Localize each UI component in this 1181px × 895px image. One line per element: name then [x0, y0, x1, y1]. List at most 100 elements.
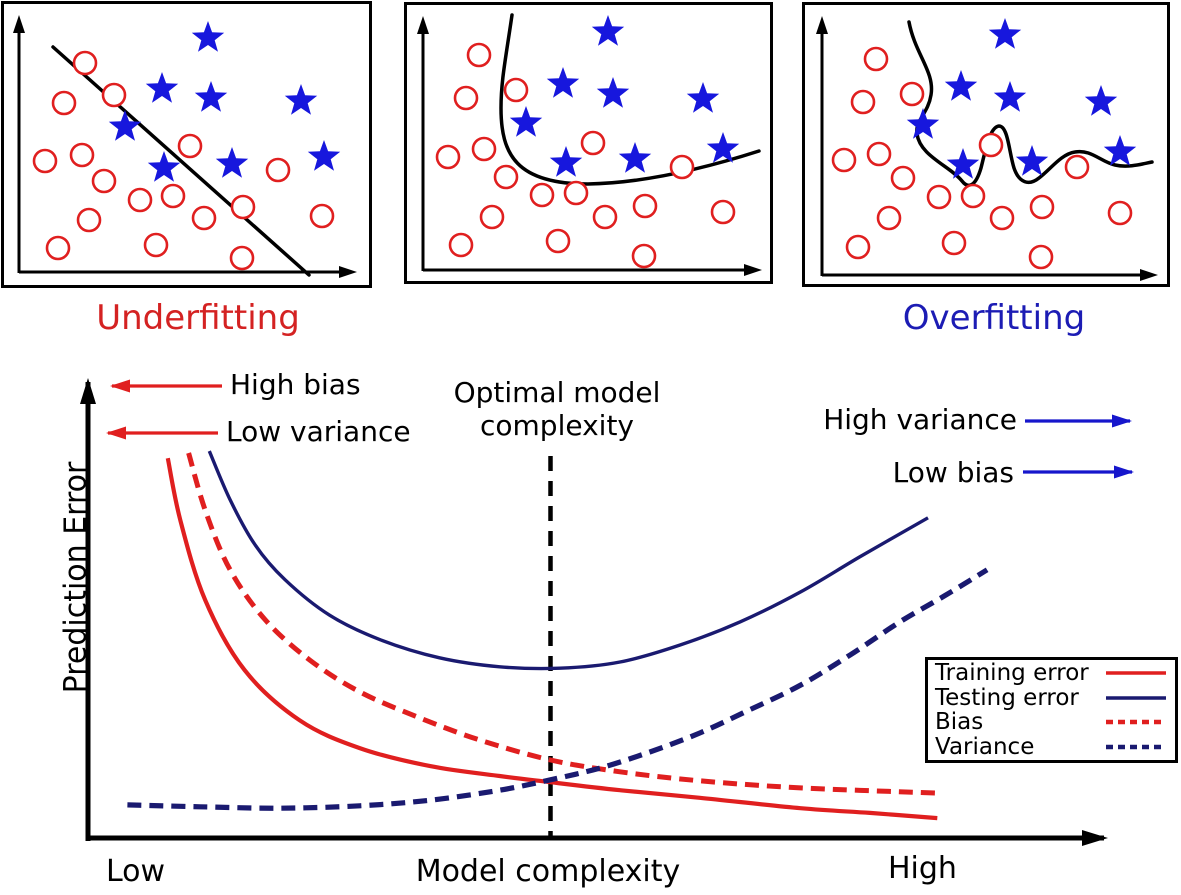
red-circle-point [177, 133, 203, 159]
underfitting-decision-boundary [51, 45, 311, 277]
red-circle-point [960, 183, 986, 209]
red-circle-point [941, 230, 967, 256]
panel-x-axis-arrow-icon [1140, 269, 1158, 281]
red-circle-point [1107, 200, 1133, 226]
blue-star-point [509, 106, 543, 137]
blue-star-point [686, 82, 720, 113]
good-fit-panel-svg [417, 13, 762, 276]
red-circle-point [710, 199, 736, 225]
legend-label-variance: Variance [935, 733, 1035, 760]
underfitting-panel-svg [13, 15, 357, 278]
red-circle-point [978, 132, 1004, 158]
variance-curve [127, 567, 989, 811]
panel-y-axis-arrow-icon [816, 16, 828, 34]
overfitting-panel-svg [816, 16, 1158, 281]
red-circle-point [91, 168, 117, 194]
red-circle-point [899, 81, 925, 107]
red-circle-point [503, 77, 529, 103]
red-circle-point [545, 228, 571, 254]
overfitting-panel [802, 2, 1170, 287]
overfitting-label: Overfitting [902, 298, 1086, 338]
red-circle-point [453, 85, 479, 111]
red-circle-point [890, 165, 916, 191]
underfitting-panel [1, 1, 372, 288]
blue-star-point [108, 110, 142, 141]
blue-star-point [145, 72, 179, 103]
training-error-curve [165, 457, 938, 821]
blue-star-point [946, 148, 980, 179]
x-tick-low: Low [106, 854, 166, 889]
red-circle-point [1064, 154, 1090, 180]
red-circle-point [1029, 194, 1055, 220]
legend-row-variance: Variance [935, 735, 1168, 759]
red-circle-point [471, 136, 497, 162]
panel-x-axis-arrow-icon [339, 266, 357, 278]
low-variance-label: Low variance [226, 415, 411, 448]
blue-star-point [546, 67, 580, 98]
red-circle-point [493, 164, 519, 190]
underfitting-label: Underfitting [96, 298, 300, 338]
red-circle-point [866, 141, 892, 167]
red-circle-point [435, 144, 461, 170]
good-fit-panel [404, 2, 773, 284]
legend-label-training-error: Training error [935, 660, 1089, 687]
red-circle-point [631, 243, 657, 269]
testing-error-swatch-icon [1106, 696, 1166, 700]
red-circle-point [101, 82, 127, 108]
chart-legend: Training error Testing error Bias Varian… [925, 657, 1178, 763]
legend-row-training-error: Training error [935, 661, 1168, 685]
red-circle-point [989, 205, 1015, 231]
red-circle-point [831, 147, 857, 173]
red-circle-point [45, 235, 71, 261]
red-circle-point [69, 142, 95, 168]
legend-label-testing-error: Testing error [935, 684, 1079, 711]
red-circle-point [876, 205, 902, 231]
blue-star-point [906, 108, 940, 139]
panel-y-axis-arrow-icon [13, 15, 25, 33]
red-circle-point [479, 204, 505, 230]
blue-star-point [215, 147, 249, 178]
red-circle-point [143, 232, 169, 258]
blue-star-point [944, 70, 978, 101]
red-circle-point [160, 183, 186, 209]
legend-row-bias: Bias [935, 710, 1168, 734]
high-variance-label: High variance [823, 403, 1017, 436]
blue-star-point [706, 132, 740, 163]
high-bias-label: High bias [230, 368, 361, 401]
legend-row-testing-error: Testing error [935, 686, 1168, 710]
blue-star-point [194, 81, 228, 112]
red-circle-point [191, 205, 217, 231]
blue-star-point [307, 140, 341, 171]
red-circle-point [448, 232, 474, 258]
blue-star-point [1084, 85, 1118, 116]
red-circle-point [632, 193, 658, 219]
red-circle-point [32, 148, 58, 174]
red-circle-point [563, 180, 589, 206]
low-bias-label: Low bias [892, 456, 1014, 489]
red-circle-point [76, 207, 102, 233]
blue-star-point [549, 146, 583, 177]
red-circle-point [127, 187, 153, 213]
red-circle-point [926, 184, 952, 210]
variance-swatch-icon [1106, 744, 1166, 749]
red-circle-point [230, 194, 256, 220]
red-circle-point [845, 234, 871, 260]
red-circle-point [1028, 244, 1054, 270]
blue-star-point [618, 142, 652, 173]
blue-star-point [988, 18, 1022, 49]
blue-star-point [1015, 145, 1049, 176]
bias-swatch-icon [1106, 719, 1166, 725]
panel-y-axis-arrow-icon [417, 16, 429, 34]
optimal-model-complexity-label: Optimal model complexity [453, 376, 661, 442]
red-circle-point [850, 89, 876, 115]
bias-curve [186, 452, 939, 796]
blue-star-point [191, 21, 225, 52]
legend-label-bias: Bias [935, 709, 984, 736]
blue-star-point [284, 84, 318, 115]
red-circle-point [309, 203, 335, 229]
red-circle-point [863, 46, 889, 72]
blue-star-point [1103, 135, 1137, 166]
x-tick-high: High [888, 851, 957, 886]
blue-star-point [147, 151, 181, 182]
